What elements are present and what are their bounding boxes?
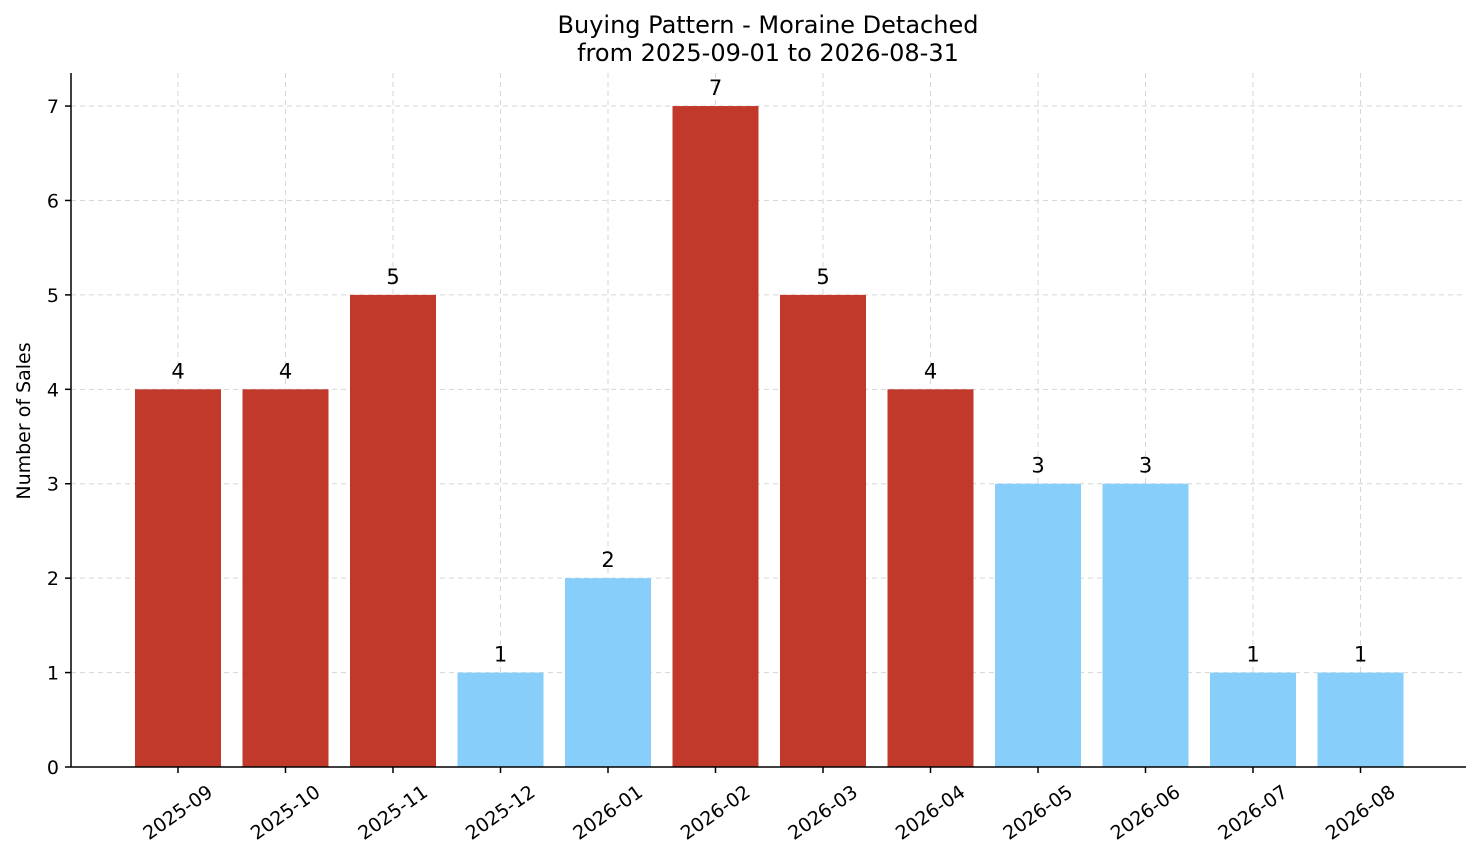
bar-value-label: 1	[1354, 643, 1367, 667]
x-tick-label: 2026-02	[677, 781, 755, 845]
y-tick-label: 5	[47, 285, 59, 307]
bar	[1210, 672, 1296, 767]
bar-value-label: 4	[279, 359, 292, 383]
bar-value-label: 4	[924, 359, 937, 383]
x-tick-label: 2025-09	[139, 781, 217, 845]
bar	[1317, 672, 1404, 767]
x-tick-label: 2026-08	[1322, 781, 1400, 845]
bar	[565, 578, 651, 767]
y-tick-label: 6	[47, 190, 59, 212]
y-axis-label: Number of Sales	[13, 342, 35, 499]
bar	[672, 106, 759, 768]
bar	[780, 294, 866, 767]
x-tick-label: 2025-12	[462, 781, 540, 845]
bar-value-label: 7	[709, 76, 722, 100]
bar	[995, 483, 1081, 767]
y-tick-label: 2	[47, 568, 59, 590]
x-tick-label: 2026-06	[1107, 781, 1185, 845]
y-tick-label: 1	[47, 663, 59, 685]
bar	[887, 389, 974, 767]
bar	[350, 294, 436, 767]
bar-value-label: 3	[1139, 454, 1152, 478]
bar-value-label: 5	[816, 265, 829, 289]
bar	[135, 389, 221, 767]
bar-value-label: 5	[386, 265, 399, 289]
bar-value-label: 4	[171, 359, 184, 383]
x-tick-label: 2026-01	[569, 781, 647, 845]
bar	[457, 672, 544, 767]
bars	[135, 106, 1404, 768]
x-tick-label: 2025-10	[247, 781, 325, 845]
bar-value-label: 3	[1031, 454, 1044, 478]
y-tick-label: 0	[47, 757, 59, 779]
bar-value-label: 2	[601, 548, 614, 572]
y-tick-label: 7	[47, 96, 59, 118]
bar-value-label: 1	[494, 643, 507, 667]
data-labels: 4 4 5 1 2 7 5 4 3 3 1 1	[171, 76, 1367, 667]
bar	[242, 389, 329, 767]
chart-subtitle: from 2025-09-01 to 2026-08-31	[577, 39, 959, 67]
chart-title: Buying Pattern - Moraine Detached	[558, 11, 979, 39]
x-tick-label: 2025-11	[354, 781, 432, 845]
x-tick-label: 2026-07	[1214, 781, 1292, 845]
x-tick-label: 2026-05	[999, 781, 1077, 845]
y-tick-label: 3	[47, 474, 59, 496]
bar	[1102, 483, 1189, 767]
y-tick-label: 4	[47, 379, 59, 401]
bar-value-label: 1	[1246, 643, 1259, 667]
x-tick-label: 2026-03	[784, 781, 862, 845]
x-tick-label: 2026-04	[892, 781, 970, 845]
